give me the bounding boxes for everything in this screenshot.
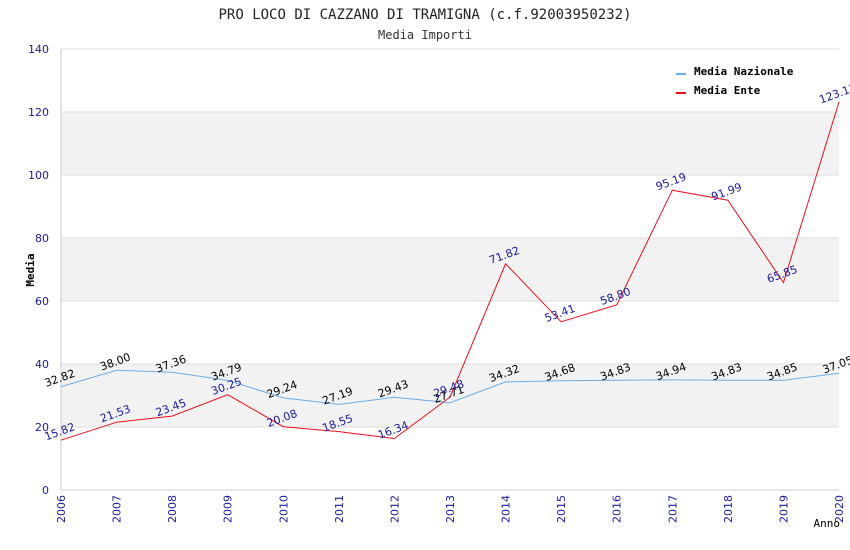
x-tick-label: 2009	[222, 495, 235, 523]
x-tick-label: 2018	[722, 495, 735, 523]
y-axis-label: Media	[24, 253, 37, 286]
tick-labels: 0 20 40 60 80 100 120 140 2006 2007 2008 2009 2010 20…	[28, 43, 846, 523]
x-tick-label: 2016	[611, 495, 624, 523]
x-tick-label: 2010	[277, 495, 290, 523]
series-line-media-nazionale	[60, 369, 840, 405]
x-tick-label: 2019	[777, 495, 790, 523]
y-tick-label: 120	[28, 106, 49, 119]
series-line-media-ente	[60, 101, 840, 441]
x-tick-label: 2020	[833, 495, 846, 523]
plot-band	[61, 112, 839, 175]
plot-axes	[60, 49, 839, 491]
x-tick-label: 2017	[666, 495, 679, 523]
y-tick-label: 60	[35, 295, 49, 308]
plot-bands	[61, 112, 839, 427]
data-label: 53.41	[543, 302, 577, 325]
y-tick-label: 40	[35, 358, 49, 371]
chart-subtitle: Media Importi	[378, 28, 472, 42]
y-tick-label: 0	[42, 484, 49, 497]
legend-label: Media Nazionale	[694, 65, 794, 78]
plot-series	[60, 101, 840, 441]
data-label: 123.17	[817, 81, 850, 106]
x-tick-label: 2014	[500, 495, 513, 523]
x-tick-label: 2012	[388, 495, 401, 523]
x-tick-label: 2008	[166, 495, 179, 523]
x-tick-label: 2006	[55, 495, 68, 523]
legend-label: Media Ente	[694, 84, 761, 97]
y-tick-label: 20	[35, 421, 49, 434]
y-tick-label: 100	[28, 169, 49, 182]
x-tick-label: 2013	[444, 495, 457, 523]
plot-band	[61, 238, 839, 301]
chart-title: PRO LOCO DI CAZZANO DI TRAMIGNA (c.f.920…	[218, 7, 631, 23]
y-tick-label: 140	[28, 43, 49, 56]
legend: Media Nazionale Media Ente	[676, 65, 794, 97]
y-tick-label: 80	[35, 232, 49, 245]
x-tick-label: 2011	[333, 495, 346, 523]
x-axis-label: Anno	[814, 517, 841, 530]
x-tick-label: 2015	[555, 495, 568, 523]
x-tick-label: 2007	[111, 495, 124, 523]
